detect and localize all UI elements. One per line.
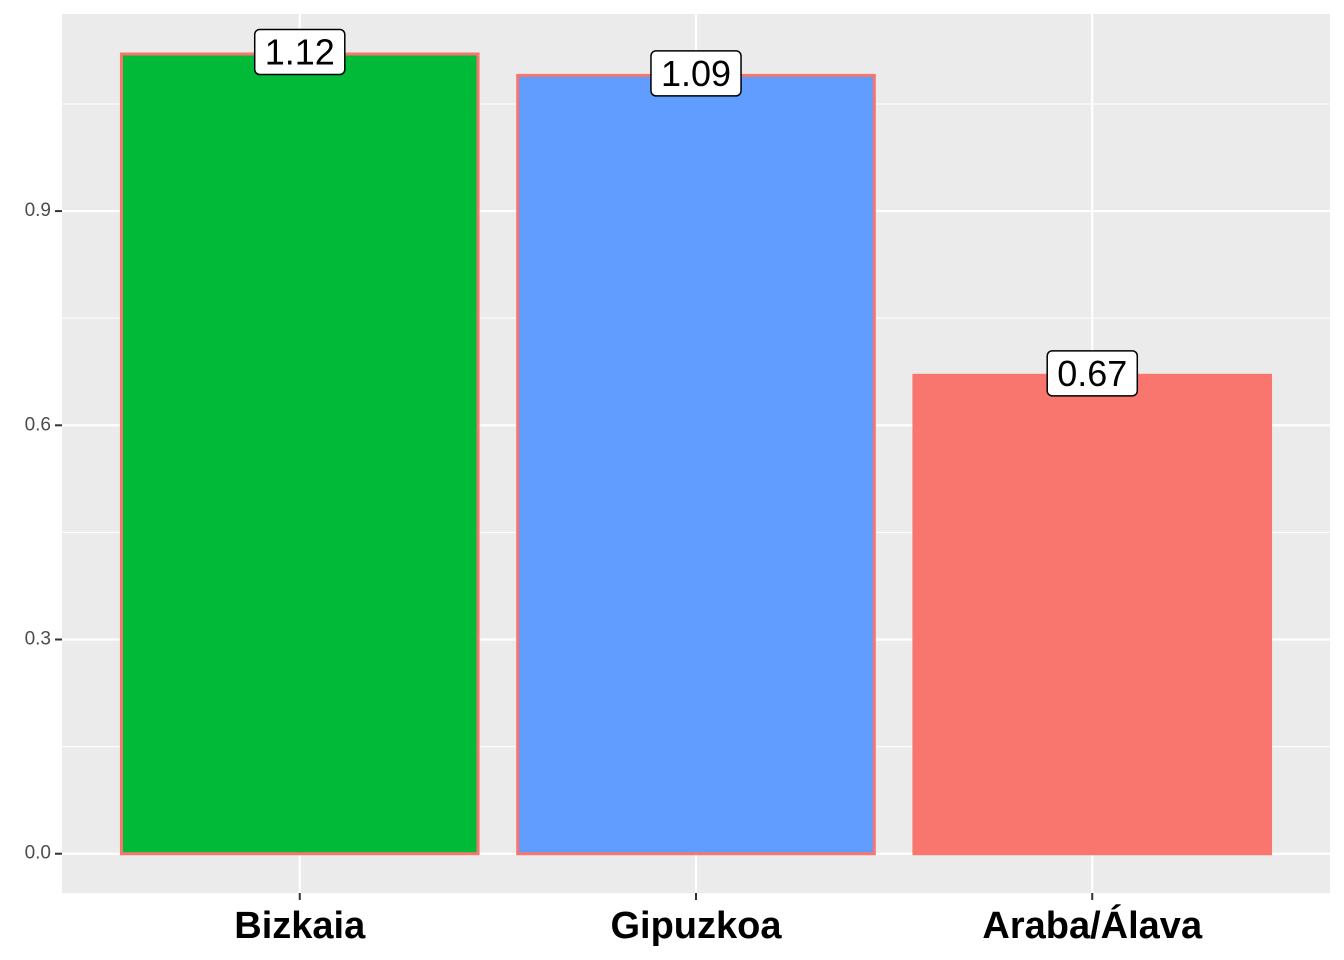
x-tick-label: Araba/Álava (982, 903, 1203, 947)
y-tick-label: 0.3 (25, 629, 51, 650)
bar (516, 73, 876, 856)
y-tick-label: 0.0 (25, 843, 51, 864)
bar (912, 373, 1273, 856)
x-tick-label: Gipuzkoa (610, 905, 782, 947)
bar (119, 52, 480, 856)
value-label: 1.09 (661, 53, 731, 94)
value-label: 1.12 (265, 32, 335, 73)
value-label-box (253, 28, 346, 76)
value-label-box (650, 50, 742, 97)
y-tick-label: 0.9 (25, 200, 51, 221)
value-label: 0.67 (1057, 353, 1127, 394)
y-tick-label: 0.6 (25, 414, 51, 435)
x-tick-label: Bizkaia (234, 905, 366, 947)
value-label-box (1046, 350, 1139, 397)
